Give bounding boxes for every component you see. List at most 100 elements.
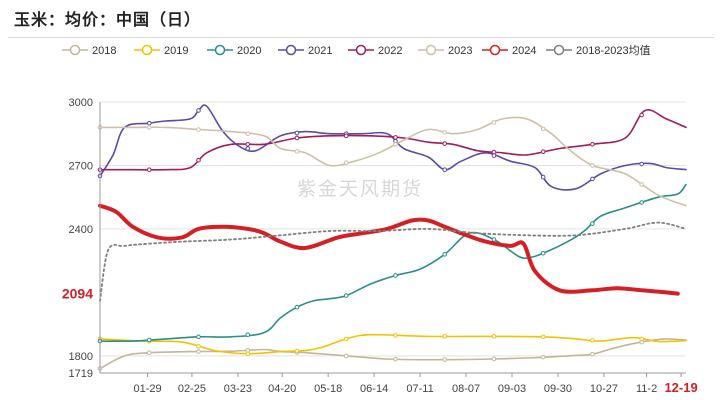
point-2023 <box>343 160 349 165</box>
point-2020 <box>491 237 497 242</box>
x-tick-label-12-19: 12-19 <box>664 380 697 395</box>
legend-marker-2022 <box>355 44 367 56</box>
point-2018 <box>146 350 152 355</box>
legend: 2018 2019 2020 2021 2022 2023 2024 2018-2023均值 <box>62 44 651 57</box>
point-2020 <box>393 273 398 278</box>
point-2020 <box>442 252 448 257</box>
legend-label-2020[interactable]: 2020 <box>237 45 261 57</box>
legend-label-2023[interactable]: 2023 <box>448 45 472 57</box>
point-2019 <box>343 336 349 342</box>
y-axis: 3000 2700 2400 1800 1719 2094 <box>62 97 101 380</box>
point-2022 <box>540 149 546 155</box>
point-2022 <box>393 135 398 140</box>
legend-label-2024[interactable]: 2024 <box>512 45 536 57</box>
point-2020 <box>639 200 644 205</box>
point-2023 <box>540 126 546 132</box>
x-tick-label-01-29: 01-29 <box>134 383 162 395</box>
point-2019 <box>442 334 448 339</box>
legend-label-2022[interactable]: 2022 <box>378 45 402 57</box>
point-2020 <box>146 337 152 343</box>
line-2024 <box>98 203 680 296</box>
point-2023 <box>294 149 300 154</box>
x-tick-label-04-20: 04-20 <box>268 383 296 395</box>
point-2020 <box>590 221 595 226</box>
x-tick-label-09-30: 09-30 <box>544 383 572 395</box>
x-tick-label-06-14: 06-14 <box>360 383 388 395</box>
point-2022 <box>491 149 497 155</box>
point-2021 <box>196 108 201 113</box>
point-2018 <box>491 356 497 362</box>
x-tick-label-05-18: 05-18 <box>314 383 342 395</box>
point-2018 <box>393 356 398 362</box>
point-2021 <box>294 130 300 136</box>
point-2019 <box>245 351 251 357</box>
point-2022 <box>146 167 152 172</box>
point-2019 <box>294 348 300 354</box>
x-tick-label-02-25: 02-25 <box>178 383 206 395</box>
series-2022 <box>97 109 687 172</box>
x-tick-label-03-23: 03-23 <box>224 383 252 395</box>
last-value-label: 2094 <box>62 286 93 302</box>
x-tick-label-07-11: 07-11 <box>406 383 433 395</box>
point-2023 <box>491 120 497 125</box>
y-tick-label-2700: 2700 <box>69 160 93 172</box>
point-2021 <box>540 174 546 180</box>
y-tick-label-1800: 1800 <box>69 351 93 363</box>
point-2019 <box>196 344 201 349</box>
point-2023 <box>639 182 644 187</box>
point-2021 <box>245 146 251 151</box>
point-2018 <box>590 351 595 357</box>
legend-label-2018[interactable]: 2018 <box>92 45 116 57</box>
point-2019 <box>393 333 398 338</box>
legend-marker-2018-2023-avg <box>553 44 565 56</box>
point-2023 <box>442 130 448 135</box>
line-2023 <box>99 116 687 207</box>
point-2023 <box>196 127 201 132</box>
y-tick-label-3000: 3000 <box>69 97 93 109</box>
point-2019 <box>540 334 546 340</box>
point-2020 <box>245 332 251 338</box>
y-tick-label-2400: 2400 <box>69 224 93 236</box>
line-2020 <box>99 183 687 343</box>
point-2022 <box>245 142 251 147</box>
point-2023 <box>393 142 398 147</box>
line-2021 <box>99 104 687 191</box>
point-2023 <box>245 131 251 137</box>
legend-label-2019[interactable]: 2019 <box>164 45 188 57</box>
point-2018 <box>442 357 448 362</box>
y-min-label: 1719 <box>69 368 93 380</box>
point-2018 <box>196 349 201 354</box>
point-2019 <box>491 334 497 339</box>
point-2020 <box>294 304 300 310</box>
line-2018-2023-avg <box>99 221 687 302</box>
point-2018 <box>343 353 349 359</box>
point-2018 <box>540 354 546 360</box>
point-2019 <box>590 338 595 343</box>
point-2022 <box>196 157 201 163</box>
point-2022 <box>294 135 300 141</box>
legend-marker-2019 <box>141 44 153 56</box>
point-2023 <box>590 163 595 168</box>
series-2023 <box>97 116 687 207</box>
point-2021 <box>639 161 644 167</box>
point-2022 <box>639 112 644 118</box>
point-2022 <box>590 142 595 147</box>
point-2020 <box>540 250 546 256</box>
legend-marker-2023 <box>425 44 437 56</box>
point-2019 <box>639 336 644 342</box>
point-2021 <box>442 167 448 172</box>
x-tick-label-09-03: 09-03 <box>498 383 526 395</box>
line-2018 <box>99 338 687 370</box>
point-2022 <box>442 141 448 146</box>
series-2018-2023-avg <box>99 221 687 302</box>
x-tick-label-08-07: 08-07 <box>452 383 480 395</box>
x-tick-label-11-2: 11-2 <box>636 383 657 395</box>
line-2019 <box>99 333 687 355</box>
legend-label-2018-2023-avg[interactable]: 2018-2023均值 <box>576 44 651 57</box>
legend-label-2021[interactable]: 2021 <box>308 45 332 57</box>
x-tick-label-10-27: 10-27 <box>590 383 618 395</box>
point-2021 <box>146 120 152 126</box>
legend-marker-2020 <box>214 44 226 56</box>
point-2020 <box>196 334 201 340</box>
